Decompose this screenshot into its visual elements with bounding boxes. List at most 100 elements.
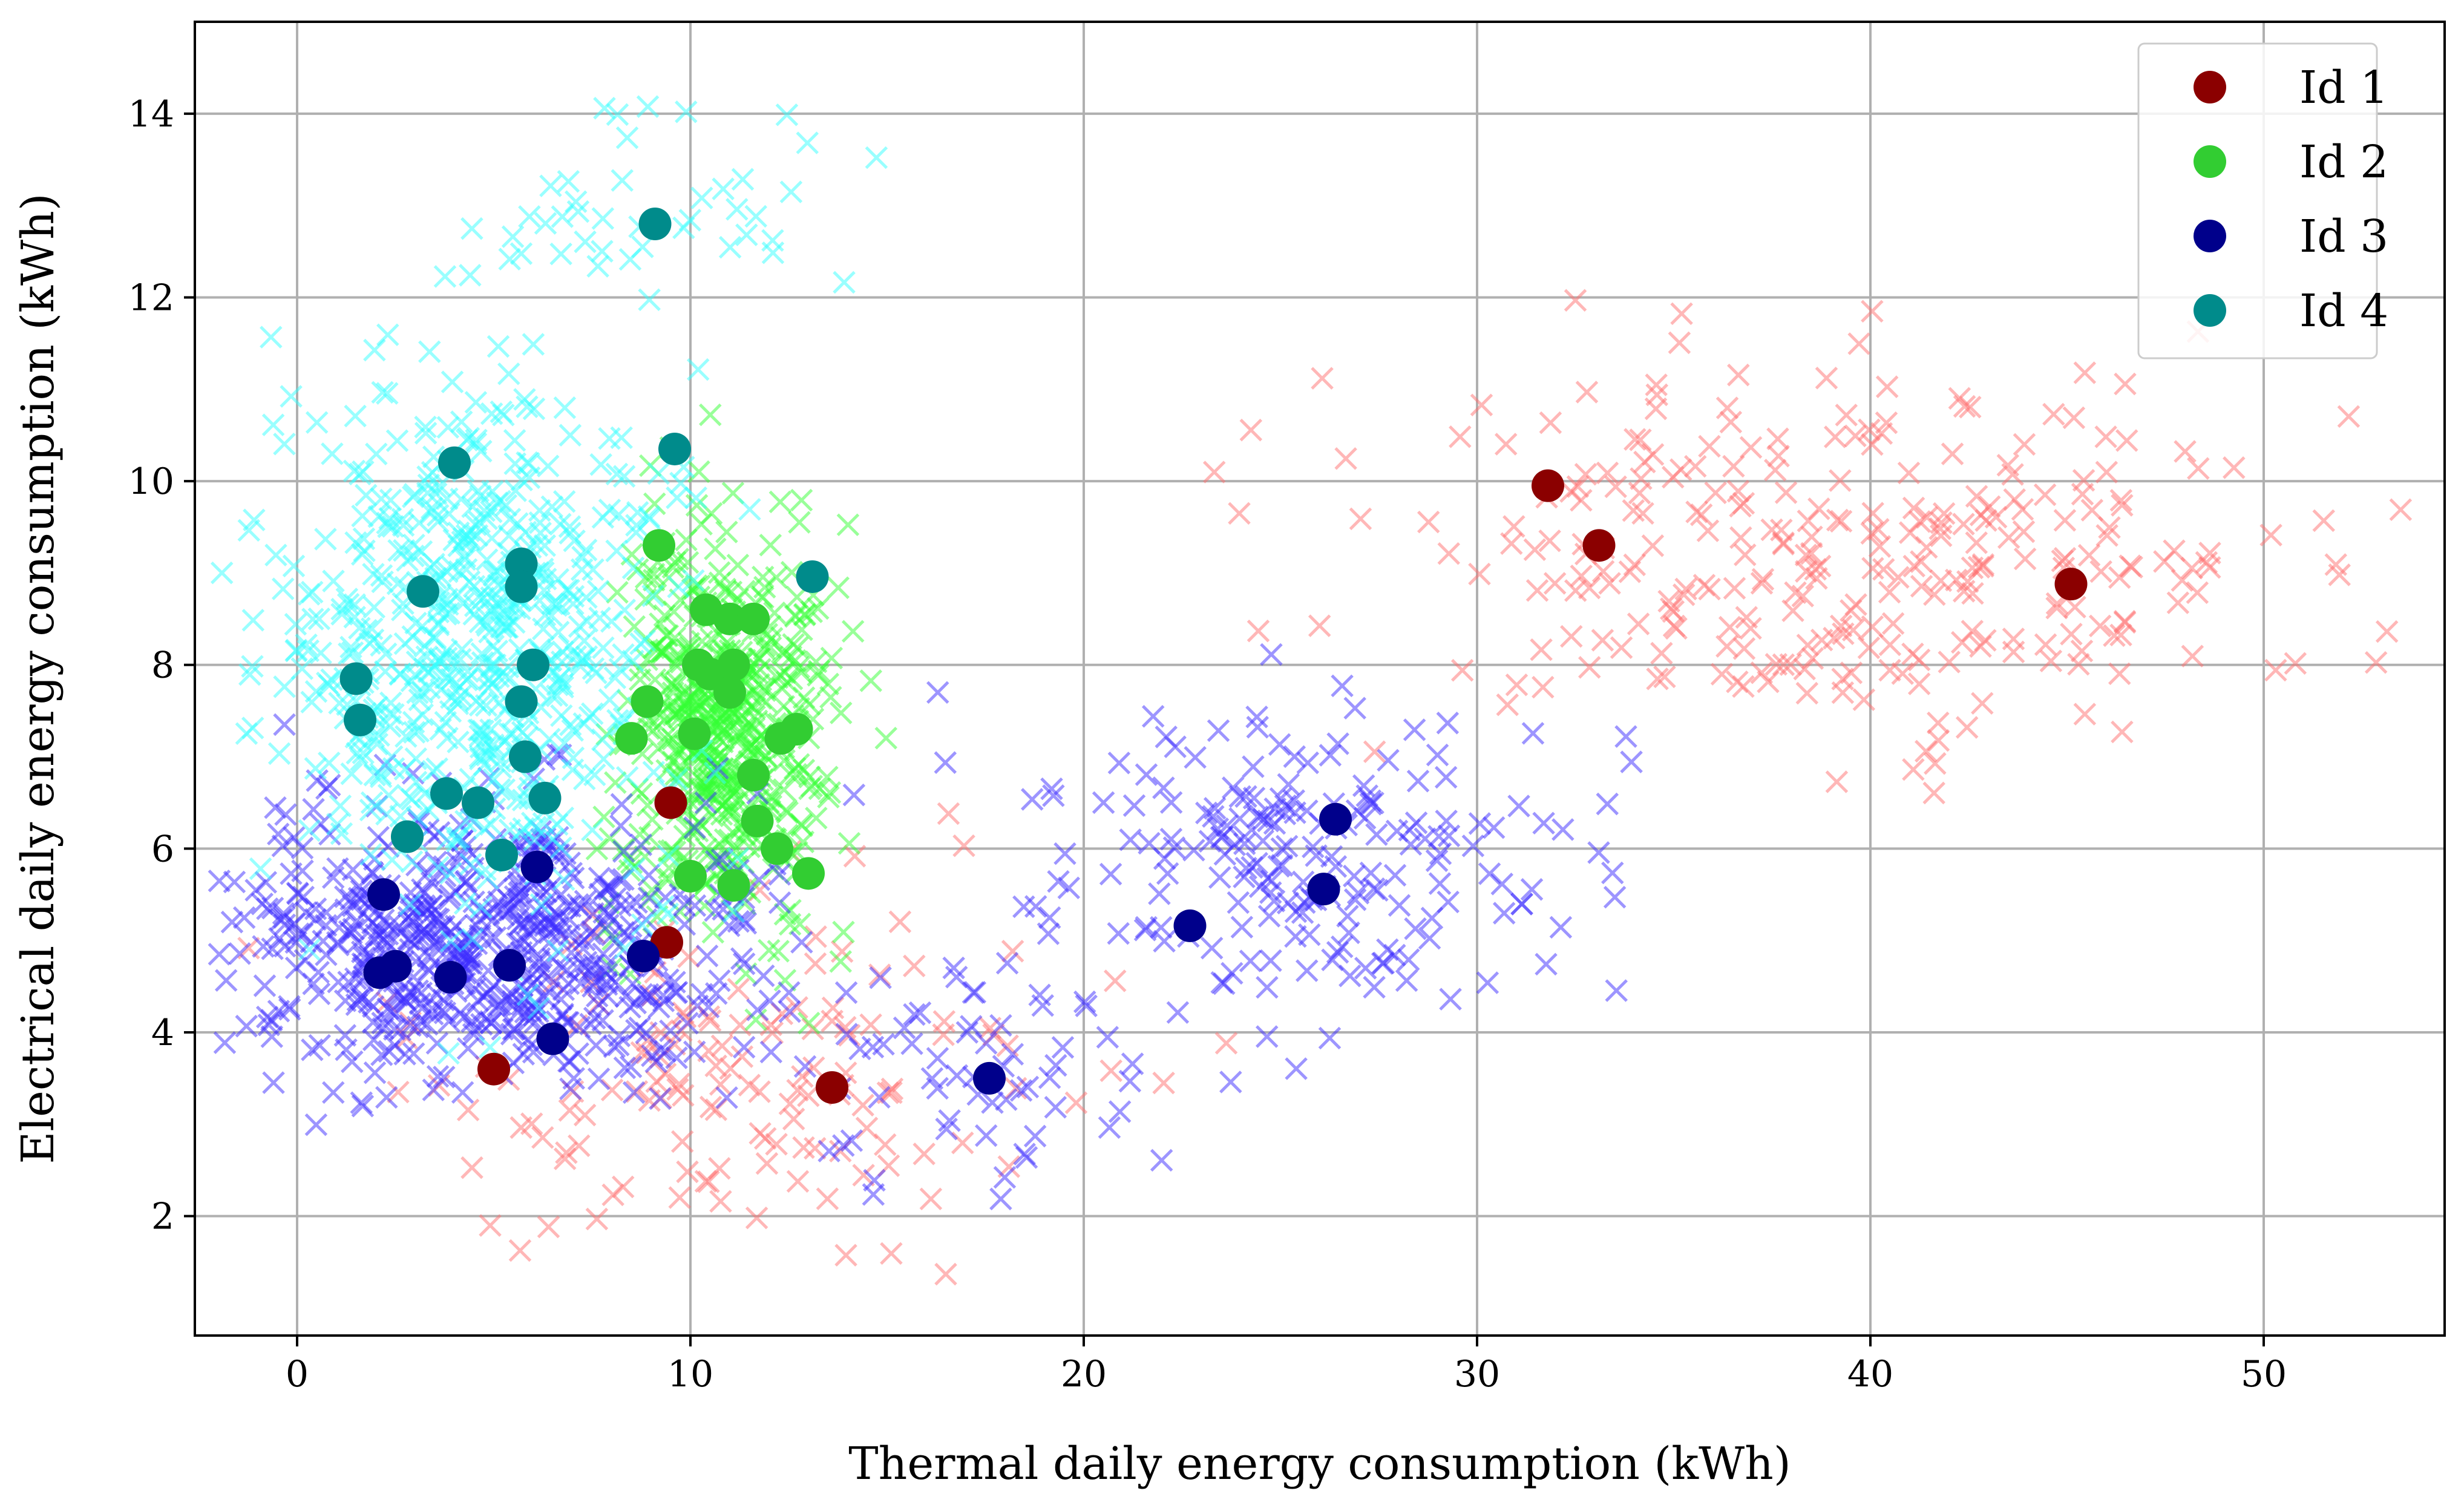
sample-marker <box>591 728 614 752</box>
sample-marker <box>1200 936 1224 960</box>
sample-marker <box>1417 510 1440 534</box>
sample-marker <box>2180 557 2203 580</box>
sample-marker <box>788 511 811 534</box>
sample-marker <box>1530 638 1553 661</box>
sample-marker <box>421 759 445 783</box>
sample-marker <box>672 1084 695 1107</box>
sample-marker <box>960 1015 983 1038</box>
sample-marker <box>726 198 749 221</box>
sample-marker <box>735 223 758 246</box>
sample-marker <box>727 977 750 1001</box>
sample-marker <box>1532 811 1555 835</box>
sample-marker <box>1902 496 1925 520</box>
sample-marker <box>600 610 623 633</box>
sample-marker <box>503 885 527 908</box>
sample-marker <box>304 757 327 780</box>
sample-marker <box>647 737 670 760</box>
sample-marker <box>551 205 574 228</box>
sample-marker <box>759 533 782 557</box>
sample-marker <box>1878 658 1901 682</box>
sample-marker <box>522 333 545 356</box>
sample-marker <box>476 982 499 1005</box>
sample-marker <box>903 1003 926 1026</box>
sample-marker <box>498 818 522 842</box>
sample-marker <box>555 1141 578 1164</box>
sample-marker <box>937 802 960 825</box>
sample-marker <box>1715 635 1738 658</box>
point-marker <box>1582 529 1616 562</box>
sample-marker <box>623 615 646 638</box>
sample-marker <box>836 513 860 537</box>
sample-marker <box>476 743 499 767</box>
sample-marker <box>363 1061 387 1084</box>
sample-marker <box>1823 425 1847 448</box>
sample-marker <box>629 833 653 856</box>
sample-marker <box>1208 866 1231 889</box>
sample-marker <box>609 814 632 838</box>
sample-marker <box>676 1160 699 1184</box>
sample-marker <box>1729 494 1752 518</box>
sample-marker <box>1219 1070 1242 1093</box>
sample-marker <box>1156 862 1179 885</box>
sample-marker <box>1057 876 1081 899</box>
sample-marker <box>208 943 231 966</box>
point-marker <box>1173 909 1207 942</box>
sample-marker <box>2067 652 2090 676</box>
sample-marker <box>318 751 341 775</box>
sample-marker <box>790 488 813 512</box>
sample-marker <box>709 1073 732 1096</box>
sample-marker <box>422 1078 445 1101</box>
sample-marker <box>583 1006 606 1030</box>
sample-marker <box>621 556 645 580</box>
sample-marker <box>1829 469 1852 492</box>
sample-marker <box>350 988 373 1011</box>
sample-marker <box>273 713 296 736</box>
sample-marker <box>327 970 350 994</box>
sample-marker <box>295 633 318 657</box>
sample-marker <box>339 635 362 659</box>
sample-marker <box>1040 777 1063 801</box>
sample-marker <box>290 657 313 680</box>
sample-marker <box>510 468 533 492</box>
sample-marker <box>531 1126 554 1149</box>
point-marker <box>615 722 648 755</box>
sample-marker <box>796 131 819 154</box>
sample-marker <box>341 641 364 664</box>
sample-marker <box>745 1206 768 1230</box>
sample-marker <box>402 533 425 557</box>
sample-marker <box>235 1014 258 1038</box>
sample-marker <box>1645 373 1668 396</box>
sample-marker <box>241 609 265 632</box>
sample-marker <box>1359 861 1383 885</box>
sample-marker <box>526 1000 549 1023</box>
sample-marker <box>497 362 520 385</box>
sample-marker <box>1835 404 1858 427</box>
sample-marker <box>746 998 769 1021</box>
y-tick-label: 14 <box>128 93 174 136</box>
point-marker <box>485 838 518 871</box>
sample-marker <box>459 264 482 287</box>
sample-marker <box>1337 921 1360 945</box>
sample-marker <box>1202 461 1226 484</box>
sample-marker <box>562 867 585 890</box>
sample-marker <box>1902 758 1925 781</box>
sample-marker <box>587 1067 611 1090</box>
sample-marker <box>414 415 437 439</box>
sample-marker <box>752 964 775 988</box>
sample-marker <box>1650 641 1673 665</box>
legend-label: Id 1 <box>2299 62 2388 114</box>
sample-marker <box>776 801 799 824</box>
sample-marker <box>786 1078 809 1102</box>
sample-marker <box>251 892 274 916</box>
sample-marker <box>1092 791 1115 815</box>
sample-marker <box>649 640 673 664</box>
sample-marker <box>1815 366 1838 390</box>
sample-marker <box>471 586 495 609</box>
sample-marker <box>1398 818 1421 842</box>
sample-marker <box>439 883 462 907</box>
sample-marker <box>1961 582 1984 605</box>
sample-marker <box>309 641 332 664</box>
sample-marker <box>784 605 807 628</box>
sample-marker <box>2115 429 2138 452</box>
sample-marker <box>400 850 424 873</box>
